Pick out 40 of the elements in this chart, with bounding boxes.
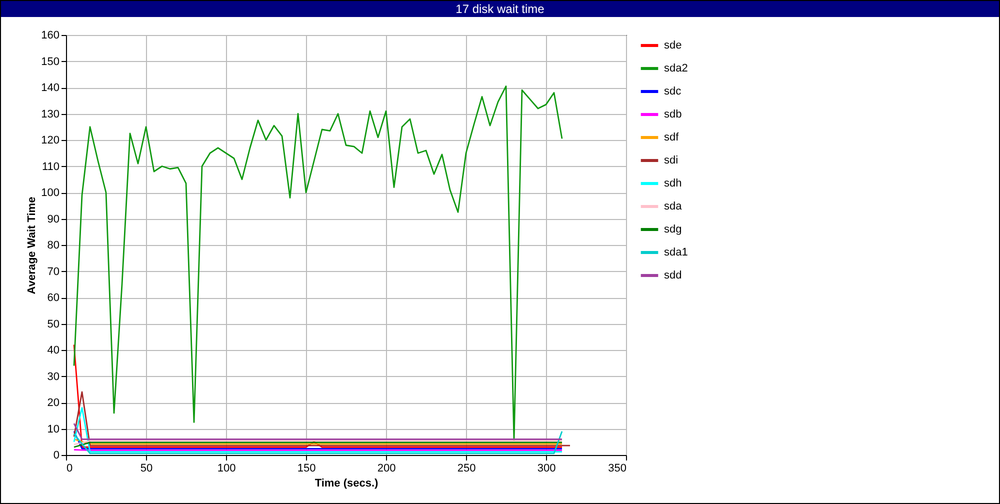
x-tick-label: 200: [377, 462, 396, 474]
y-tick-label: 160: [41, 30, 60, 42]
y-tick-label: 110: [42, 160, 60, 173]
legend-label: sdg: [664, 224, 682, 236]
legend-label: sda: [664, 200, 683, 212]
y-tick-label: 10: [47, 423, 60, 436]
legend-label: sde: [664, 40, 682, 52]
y-tick-label: 90: [47, 213, 60, 226]
y-tick-label: 50: [47, 318, 60, 330]
y-tick-label: 100: [41, 187, 60, 199]
y-tick-label: 40: [47, 344, 60, 356]
y-tick-label: 120: [41, 134, 60, 146]
legend-label: sdf: [664, 132, 680, 144]
x-axis-title: Time (secs.): [314, 478, 379, 490]
line-series: [73, 85, 563, 442]
legend-label: sdd: [664, 270, 682, 282]
y-tick-label: 30: [47, 370, 60, 383]
y-tick-label: 70: [47, 266, 60, 278]
legend-label: sdc: [664, 86, 682, 98]
x-tick-label: 0: [66, 462, 73, 474]
y-tick-label: 130: [41, 108, 60, 120]
legend-label: sdb: [664, 108, 682, 120]
x-tick-label: 300: [537, 462, 556, 474]
legend-label: sda2: [664, 62, 688, 74]
x-tick-label: 150: [297, 462, 316, 474]
y-tick-label: 0: [53, 450, 60, 462]
y-tick-label: 20: [47, 397, 60, 409]
legend-label: sdh: [664, 178, 682, 190]
x-tick-label: 250: [457, 462, 476, 474]
y-tick-label: 60: [47, 292, 60, 304]
y-tick-label: 150: [41, 56, 60, 68]
legend-label: sdi: [664, 154, 678, 166]
legend-label: sda1: [664, 246, 688, 258]
y-axis-title: Average Wait Time: [26, 196, 38, 294]
y-tick-label: 140: [41, 82, 60, 94]
y-tick-label: 80: [47, 240, 60, 252]
x-tick-label: 50: [140, 462, 153, 474]
x-tick-label: 100: [217, 462, 236, 474]
x-tick-label: 350: [608, 462, 626, 474]
chart-title: 17 disk wait time: [1, 1, 999, 17]
